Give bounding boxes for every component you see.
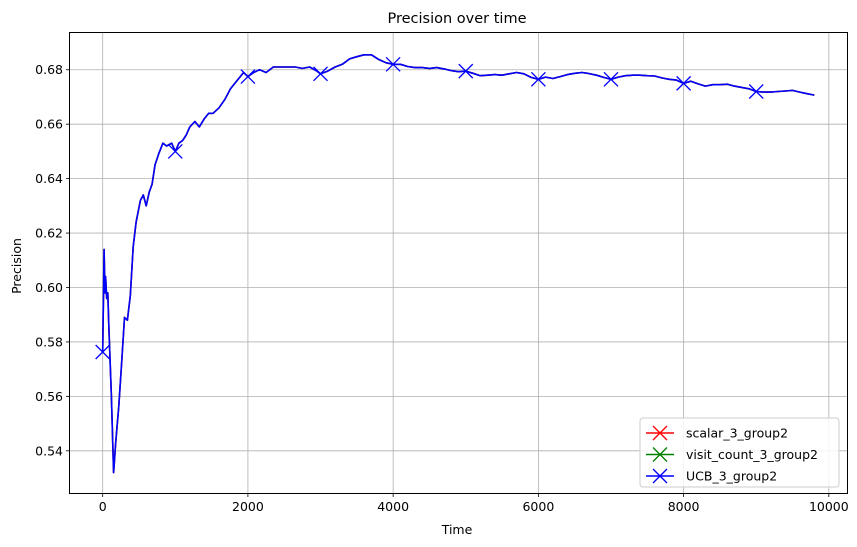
legend-marker (652, 468, 668, 484)
legend-label: UCB_3_group2 (686, 469, 777, 484)
x-tick-label: 10000 (809, 499, 849, 514)
x-tick-label: 0 (99, 499, 107, 514)
y-axis-label: Precision (9, 238, 24, 294)
data-point-marker (385, 56, 401, 72)
chart-title: Precision over time (387, 11, 526, 27)
data-point-marker (603, 71, 619, 87)
data-point-marker (167, 143, 183, 159)
legend-label: visit_count_3_group2 (686, 447, 818, 462)
series-line-ucb (101, 53, 815, 474)
y-tick-label: 0.60 (35, 280, 63, 295)
data-point-marker (530, 71, 546, 87)
y-tick-label: 0.68 (35, 62, 63, 77)
series-lines (101, 53, 815, 474)
y-tick-label: 0.58 (35, 334, 63, 349)
data-point-marker (240, 69, 256, 85)
x-tick-label: 8000 (668, 499, 700, 514)
y-tick-label: 0.62 (35, 226, 63, 241)
data-point-marker (95, 344, 111, 360)
x-tick-label: 2000 (232, 499, 264, 514)
plot-frame (69, 32, 848, 494)
grid-lines (70, 33, 847, 493)
data-point-marker (748, 84, 764, 99)
series-markers (95, 56, 764, 360)
y-tick-label: 0.66 (35, 117, 63, 132)
data-point-marker (313, 66, 328, 82)
x-axis-label: Time (441, 522, 473, 537)
y-tick-label: 0.56 (35, 389, 63, 404)
data-point-marker (458, 63, 474, 79)
legend-entry: UCB_3_group2 (646, 469, 777, 484)
y-tick-label: 0.64 (35, 171, 63, 186)
legend: scalar_3_group2 visit_count_3_group2 UCB_3… (639, 417, 840, 488)
x-tick-label: 4000 (377, 499, 409, 514)
x-tick-label: 6000 (522, 499, 554, 514)
legend-entry: visit_count_3_group2 (646, 447, 818, 462)
y-tick-label: 0.54 (35, 443, 63, 458)
legend-label: scalar_3_group2 (686, 426, 788, 441)
axis-ticks: 0 2000 4000 6000 8000 10000 0.54 0.56 0.58 0.60 0.… (35, 62, 849, 514)
data-point-marker (676, 75, 692, 91)
legend-marker (652, 425, 668, 441)
legend-entry: scalar_3_group2 (646, 426, 788, 441)
legend-marker (652, 447, 668, 462)
legend-box (639, 417, 840, 488)
